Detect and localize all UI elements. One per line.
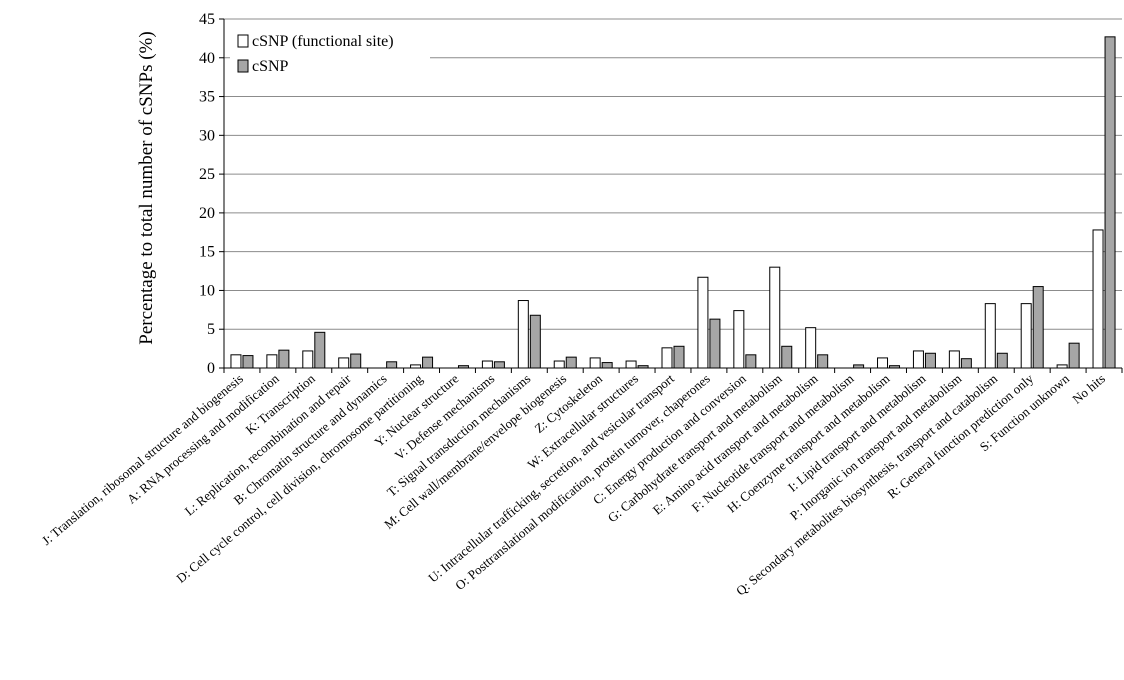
- bar-csnp: [960, 358, 972, 369]
- bar-csnp: [745, 354, 757, 369]
- legend-label: cSNP: [252, 58, 289, 75]
- y-tick-label: 30: [199, 127, 215, 144]
- bar-functional-site: [589, 357, 601, 369]
- bars: [230, 36, 1116, 369]
- bar-csnp: [673, 345, 685, 369]
- legend-label: cSNP (functional site): [252, 33, 394, 50]
- y-tick-label: 35: [199, 89, 215, 106]
- bar-functional-site: [481, 360, 493, 369]
- y-tick-label: 0: [207, 360, 215, 377]
- y-tick-label: 20: [199, 205, 215, 222]
- bar-functional-site: [517, 300, 529, 369]
- bar-csnp: [493, 361, 505, 369]
- bar-functional-site: [661, 347, 673, 369]
- legend-background: [230, 28, 430, 86]
- bar-functional-site: [1020, 303, 1032, 369]
- gridlines: [224, 18, 1122, 330]
- bar-csnp: [996, 352, 1008, 369]
- bar-functional-site: [553, 360, 565, 369]
- bar-functional-site: [984, 303, 996, 369]
- bar-csnp: [601, 362, 613, 369]
- legend: cSNP (functional site) cSNP: [230, 28, 430, 86]
- bar-csnp: [781, 345, 793, 369]
- bar-functional-site: [877, 357, 889, 369]
- bar-csnp: [314, 331, 326, 369]
- bar-functional-site: [625, 360, 637, 369]
- bar-csnp: [924, 352, 936, 369]
- bar-csnp: [709, 318, 721, 369]
- bar-csnp: [565, 356, 577, 369]
- bar-csnp: [278, 349, 290, 369]
- y-tick-label: 10: [199, 282, 215, 299]
- bar-functional-site: [948, 350, 960, 369]
- bar-functional-site: [912, 350, 924, 369]
- y-axis-title: Percentage to total number of cSNPs (%): [136, 31, 157, 344]
- bar-functional-site: [769, 266, 781, 369]
- legend-swatch: [237, 59, 249, 73]
- bar-csnp: [422, 356, 434, 369]
- bar-functional-site: [733, 310, 745, 369]
- bar-functional-site: [1092, 229, 1104, 369]
- axes: [219, 18, 1123, 373]
- bar-csnp: [386, 361, 398, 369]
- y-tick-label: 45: [199, 11, 215, 28]
- bar-csnp: [242, 355, 254, 369]
- x-category-label: No hits: [1069, 371, 1108, 407]
- x-category-labels: J: Translation, ribosomal structure and …: [39, 370, 1108, 598]
- bar-functional-site: [266, 354, 278, 369]
- bar-csnp: [529, 314, 541, 369]
- bar-csnp: [1104, 36, 1116, 369]
- bar-functional-site: [338, 357, 350, 369]
- bar-csnp: [1068, 342, 1080, 369]
- legend-swatch: [237, 34, 249, 48]
- y-tick-labels: 0 5 10 15 20 25 30 35 40 45: [199, 11, 215, 377]
- y-tick-label: 25: [199, 166, 215, 183]
- bar-functional-site: [805, 327, 817, 369]
- bar-functional-site: [230, 354, 242, 369]
- bar-functional-site: [302, 350, 314, 369]
- bar-functional-site: [697, 276, 709, 369]
- x-category-label: J: Translation, ribosomal structure and …: [39, 371, 246, 548]
- y-tick-label: 15: [199, 244, 215, 261]
- y-tick-label: 5: [207, 321, 215, 338]
- y-tick-label: 40: [199, 50, 215, 67]
- bar-csnp: [1032, 286, 1044, 369]
- bar-csnp: [350, 353, 362, 369]
- bar-csnp: [817, 354, 829, 369]
